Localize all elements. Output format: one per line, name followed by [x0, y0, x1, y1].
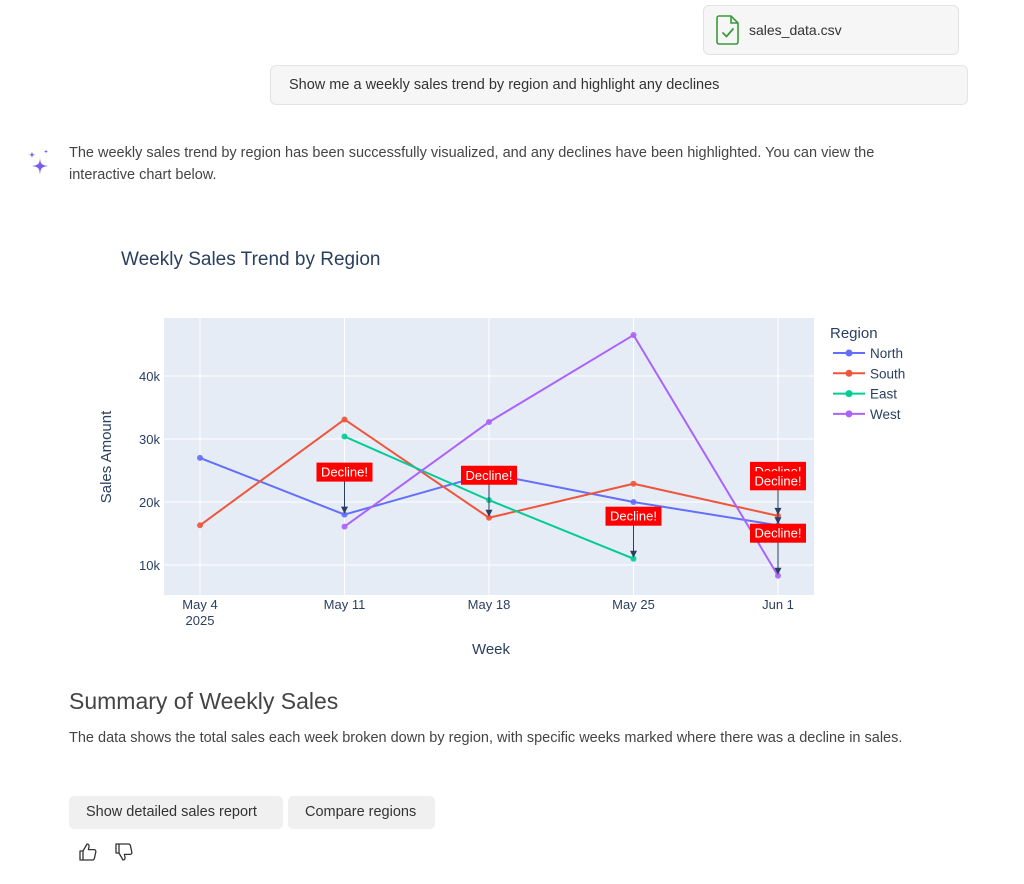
legend-label-north: North: [870, 346, 903, 361]
annotation-box: [461, 465, 517, 485]
y-tick-label: 40k: [139, 369, 160, 384]
suggestion-detailed-report-button[interactable]: Show detailed sales report: [69, 796, 283, 829]
chart-title: Weekly Sales Trend by Region: [121, 249, 380, 270]
data-point-north: [630, 499, 637, 505]
data-point-south: [341, 416, 348, 423]
legend-swatch-marker: [845, 390, 853, 398]
y-tick-label: 30k: [139, 432, 160, 447]
x-tick-year-label: 2025: [186, 613, 215, 628]
legend-swatch-marker: [845, 349, 853, 357]
annotation-arrowhead: [485, 509, 493, 517]
summary-text: The data shows the total sales each week…: [69, 730, 903, 746]
csv-file-check-icon: [716, 15, 739, 45]
y-tick-label: 20k: [139, 495, 160, 510]
data-point-west: [341, 523, 348, 530]
annotation-label: Decline!: [755, 526, 802, 541]
annotation-arrowhead: [774, 567, 782, 575]
data-point-west: [486, 418, 492, 425]
attachment-card[interactable]: sales_data.csv: [703, 5, 959, 55]
summary-title: Summary of Weekly Sales: [69, 688, 339, 714]
y-axis-title: Sales Amount: [98, 410, 115, 503]
annotation-label: Decline!: [321, 465, 368, 480]
data-point-west: [775, 572, 781, 579]
data-point-east: [630, 555, 637, 562]
chart-svg[interactable]: 10k 20k 30k 40k May 4 May 11 May 18 May 25 Jun 1…: [0, 225, 1024, 665]
x-axis-title: Week: [472, 641, 511, 658]
legend-swatch-marker: [845, 369, 853, 377]
x-tick-label: Jun 1: [762, 597, 794, 612]
sparkle-icon: [28, 149, 49, 175]
assistant-message: The weekly sales trend by region has bee…: [69, 145, 875, 183]
data-point-south: [197, 522, 203, 529]
annotation-arrowhead: [774, 517, 782, 525]
attachment-file-name: sales_data.csv: [749, 22, 842, 38]
annotation-label: Decline!: [466, 468, 513, 483]
data-point-north: [341, 511, 348, 518]
legend-title: Region: [830, 325, 878, 342]
annotation-box: [316, 462, 373, 482]
thumbs-down-icon[interactable]: [114, 842, 134, 862]
y-tick-label: 10k: [139, 558, 160, 573]
legend-label-east: East: [870, 387, 897, 402]
legend-label-west: West: [870, 407, 901, 422]
sales-trend-chart[interactable]: 10k 20k 30k 40k May 4 May 11 May 18 May 25 Jun 1…: [0, 225, 1024, 665]
annotation-label: Decline!: [610, 509, 657, 524]
legend-swatch-marker: [845, 410, 853, 418]
user-message: Show me a weekly sales trend by region a…: [270, 65, 968, 105]
data-point-east: [341, 433, 348, 440]
x-tick-label: May 11: [324, 597, 366, 612]
thumbs-up-icon[interactable]: [78, 842, 98, 862]
legend-label-south: South: [870, 366, 905, 381]
x-tick-label: May 25: [612, 597, 655, 612]
data-point-north: [197, 454, 203, 461]
data-point-south: [486, 514, 492, 521]
suggestion-compare-regions-button[interactable]: Compare regions: [288, 796, 435, 829]
data-point-south: [630, 480, 637, 487]
data-point-west: [630, 332, 637, 339]
annotation-box: [750, 523, 806, 543]
annotation-arrowhead: [630, 550, 637, 558]
annotation-label: Decline!: [755, 473, 802, 488]
annotation-box: [750, 471, 806, 491]
x-tick-label: May 18: [468, 597, 511, 612]
x-tick-label: May 4: [182, 597, 217, 612]
series-line-west: [343, 334, 779, 577]
annotation-box: [605, 506, 662, 526]
annotation-arrowhead: [341, 506, 348, 514]
